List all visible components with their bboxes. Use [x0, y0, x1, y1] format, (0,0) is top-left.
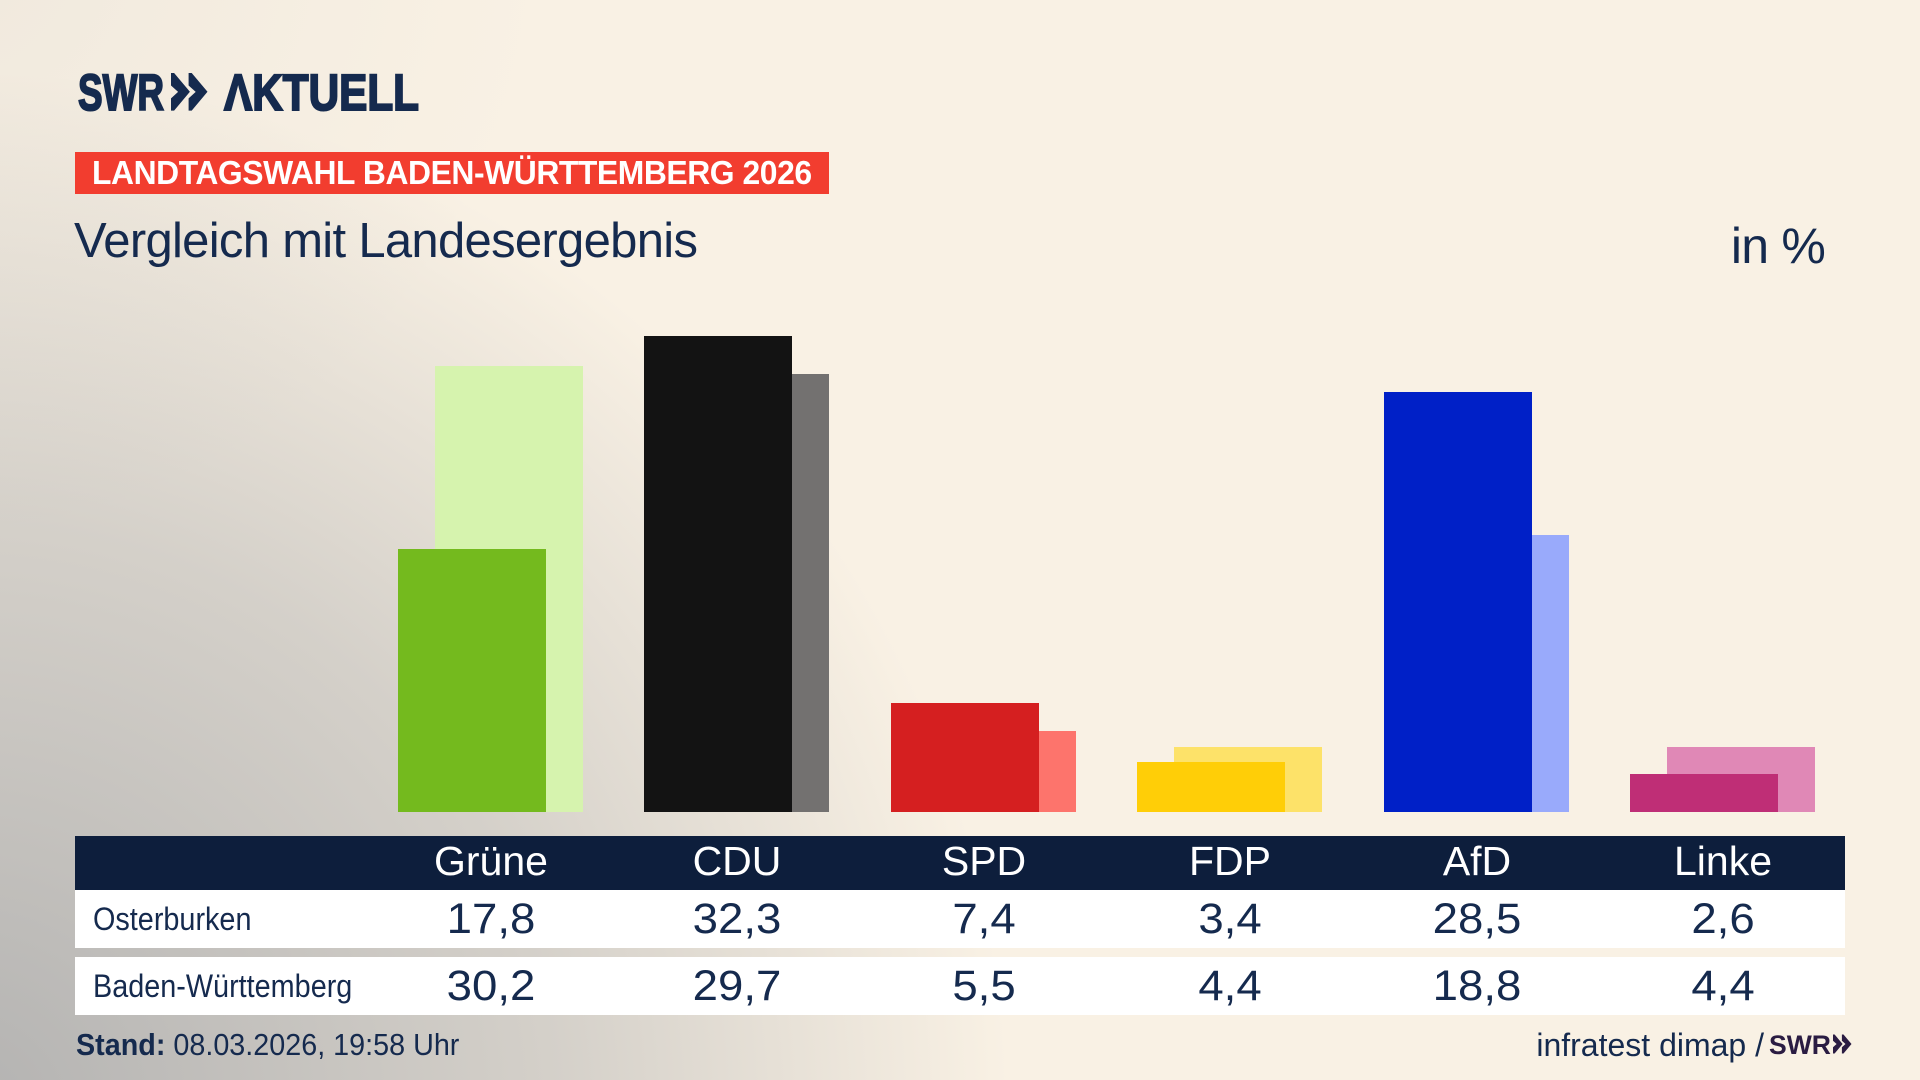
svg-text:SWR: SWR: [1769, 1033, 1831, 1060]
svg-text:SWR: SWR: [78, 66, 164, 118]
svg-text:ΛKTUELL: ΛKTUELL: [224, 66, 419, 118]
